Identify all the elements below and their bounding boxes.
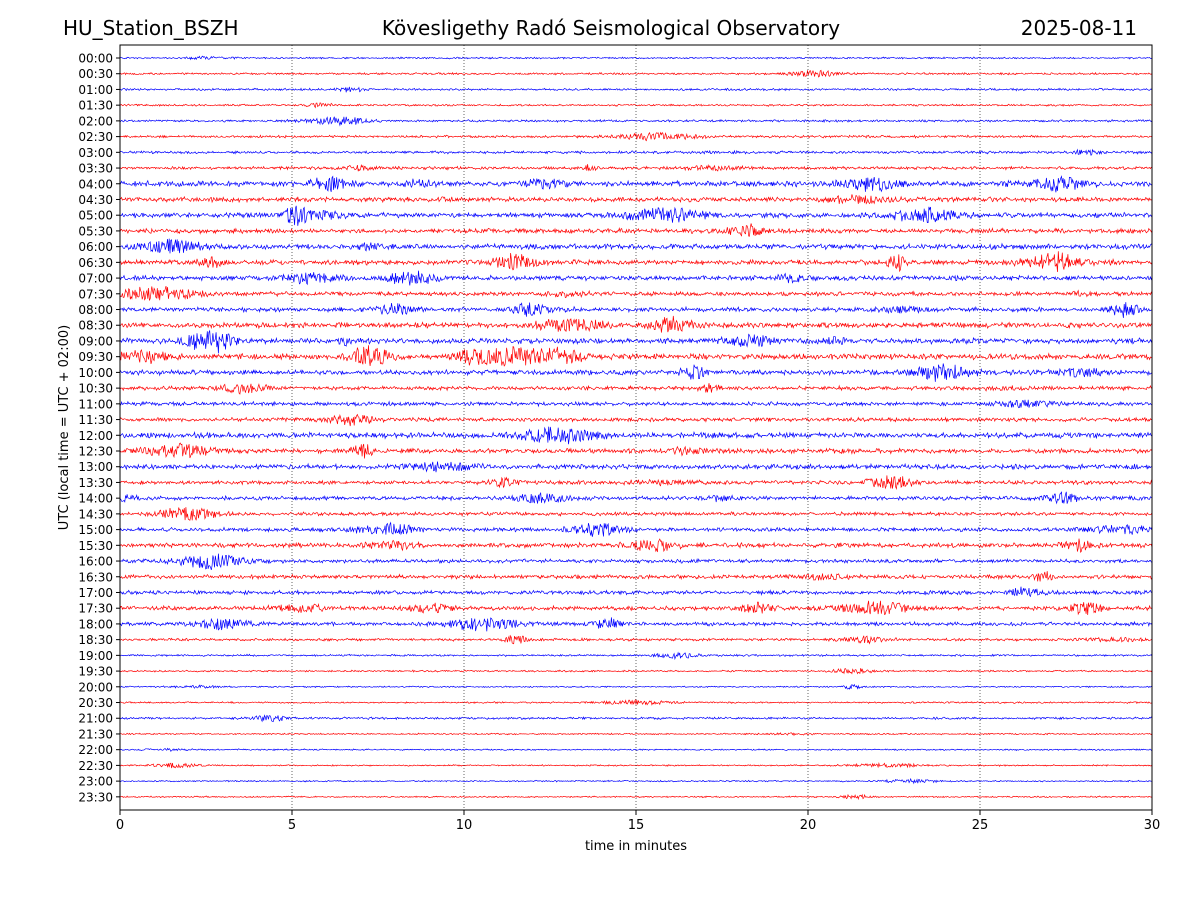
observatory-title: Kövesligethy Radó Seismological Observat… — [381, 16, 841, 40]
station-name: HU_Station_BSZH — [63, 16, 239, 40]
y-axis-label: UTC (local time = UTC + 02:00) — [57, 325, 72, 530]
trace-row-2130 — [120, 732, 1153, 737]
grid-lines — [291, 45, 981, 810]
y-tick-label: 18:00 — [78, 617, 113, 631]
y-tick-label: 01:30 — [78, 99, 113, 113]
y-tick-label: 10:30 — [78, 382, 113, 396]
y-tick-label: 17:30 — [78, 602, 113, 616]
y-tick-label: 02:00 — [78, 114, 113, 128]
chart-date: 2025-08-11 — [1020, 16, 1137, 40]
y-tick-label: 02:30 — [78, 130, 113, 144]
y-tick-label: 04:30 — [78, 193, 113, 207]
trace-row-2200 — [119, 747, 1153, 752]
x-axis: 0 5 10 15 20 25 30 — [116, 810, 1160, 833]
trace-row-1900 — [119, 651, 1153, 661]
trace-row-1330 — [119, 475, 1153, 491]
trace-row-0400 — [119, 175, 1153, 193]
trace-row-2330 — [119, 793, 1153, 801]
y-tick-label: 21:30 — [78, 727, 113, 741]
y-tick-label: 07:00 — [78, 272, 113, 286]
y-tick-label: 15:30 — [78, 539, 113, 553]
y-tick-label: 12:30 — [78, 445, 113, 459]
x-tick-label: 20 — [800, 818, 817, 833]
y-tick-label: 23:30 — [78, 790, 113, 804]
y-tick-label: 19:00 — [78, 649, 113, 663]
y-tick-label: 15:00 — [78, 523, 113, 537]
y-tick-label: 13:30 — [78, 476, 113, 490]
y-tick-label: 06:30 — [78, 256, 113, 270]
y-tick-label: 06:00 — [78, 240, 113, 254]
y-tick-label: 03:00 — [78, 146, 113, 160]
trace-row-1630 — [119, 571, 1153, 582]
y-tick-label: 22:30 — [78, 759, 113, 773]
y-tick-label: 08:00 — [78, 303, 113, 317]
x-tick-label: 25 — [972, 818, 989, 833]
y-tick-label: 05:30 — [78, 224, 113, 238]
trace-row-2300 — [119, 777, 1153, 785]
trace-row-2000 — [119, 683, 1153, 690]
y-tick-label: 22:00 — [78, 743, 113, 757]
y-tick-label: 05:00 — [78, 209, 113, 223]
y-tick-label: 00:30 — [78, 67, 113, 81]
y-tick-label: 12:00 — [78, 429, 113, 443]
y-tick-label: 16:30 — [78, 570, 113, 584]
trace-row-0700 — [119, 270, 1153, 286]
trace-row-1100 — [119, 399, 1153, 409]
y-tick-label: 09:00 — [78, 334, 113, 348]
y-tick-label: 23:00 — [78, 775, 113, 789]
y-tick-label: 11:00 — [78, 397, 113, 411]
trace-row-0300 — [119, 148, 1153, 156]
trace-row-1300 — [119, 461, 1153, 473]
trace-row-1400 — [119, 491, 1153, 505]
y-tick-label: 09:30 — [78, 350, 113, 364]
y-tick-label: 14:00 — [78, 492, 113, 506]
y-tick-label: 21:00 — [78, 712, 113, 726]
y-tick-label: 17:00 — [78, 586, 113, 600]
trace-row-0830 — [119, 315, 1153, 333]
y-tick-label: 08:30 — [78, 319, 113, 333]
x-tick-label: 30 — [1144, 818, 1161, 833]
x-axis-label: time in minutes — [585, 839, 687, 854]
y-tick-label: 16:00 — [78, 555, 113, 569]
y-tick-label: 19:30 — [78, 665, 113, 679]
y-tick-label: 04:00 — [78, 177, 113, 191]
y-tick-label: 13:00 — [78, 460, 113, 474]
trace-row-1930 — [119, 667, 1153, 675]
trace-row-0030 — [119, 69, 1153, 78]
y-tick-label: 20:30 — [78, 696, 113, 710]
y-tick-label: 18:30 — [78, 633, 113, 647]
y-tick-label: 14:30 — [78, 507, 113, 521]
trace-row-0900 — [119, 329, 1153, 354]
y-tick-label: 07:30 — [78, 287, 113, 301]
x-tick-label: 10 — [456, 818, 473, 833]
y-tick-label: 20:00 — [78, 680, 113, 694]
y-tick-label: 01:00 — [78, 83, 113, 97]
y-tick-label: 10:00 — [78, 366, 113, 380]
x-tick-label: 0 — [116, 818, 124, 833]
x-tick-label: 5 — [288, 818, 296, 833]
trace-row-0230 — [119, 131, 1153, 142]
y-tick-label: 03:30 — [78, 162, 113, 176]
x-tick-label: 15 — [628, 818, 645, 833]
y-tick-label: 00:00 — [78, 52, 113, 66]
y-tick-label: 11:30 — [78, 413, 113, 427]
trace-row-1000 — [119, 363, 1153, 382]
